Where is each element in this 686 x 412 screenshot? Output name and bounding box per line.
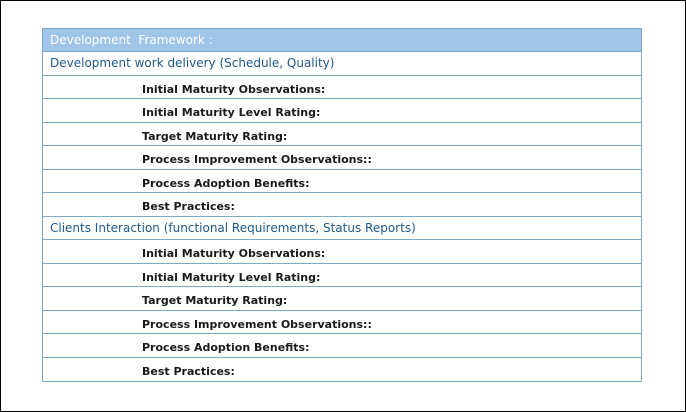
table-header: Development Framework : [43,29,641,52]
item-row: Initial Maturity Level Rating: [43,99,641,123]
section-clients-interaction: Clients Interaction (functional Requirem… [43,217,641,240]
item-label: Process Adoption Benefits: [142,341,310,354]
item-row: Initial Maturity Observations: [43,240,641,264]
item-label: Target Maturity Rating: [142,129,288,143]
section-development-work-delivery: Development work delivery (Schedule, Qua… [43,52,641,76]
item-label: Process Adoption Benefits: [142,176,310,190]
item-row: Best Practices: [43,193,641,217]
item-row: Process Adoption Benefits: [43,170,641,193]
item-row: Target Maturity Rating: [43,123,641,146]
item-label: Initial Maturity Level Rating: [142,270,321,284]
item-label: Initial Maturity Observations: [142,82,326,96]
item-row: Best Practices: [43,358,641,382]
item-row: Initial Maturity Level Rating: [43,264,641,287]
development-framework-table: Development Framework : Development work… [42,28,642,382]
item-label: Best Practices: [142,364,235,378]
item-label: Initial Maturity Level Rating: [142,106,321,119]
item-label: Process Improvement Observations:: [142,317,372,331]
item-row: Target Maturity Rating: [43,287,641,311]
item-label: Target Maturity Rating: [142,294,288,307]
item-row: Process Improvement Observations:: [43,146,641,170]
item-row: Process Adoption Benefits: [43,334,641,358]
item-row: Initial Maturity Observations: [43,76,641,99]
item-row: Process Improvement Observations:: [43,311,641,334]
item-label: Best Practices: [142,200,235,213]
item-label: Process Improvement Observations:: [142,153,372,166]
item-label: Initial Maturity Observations: [142,247,326,260]
